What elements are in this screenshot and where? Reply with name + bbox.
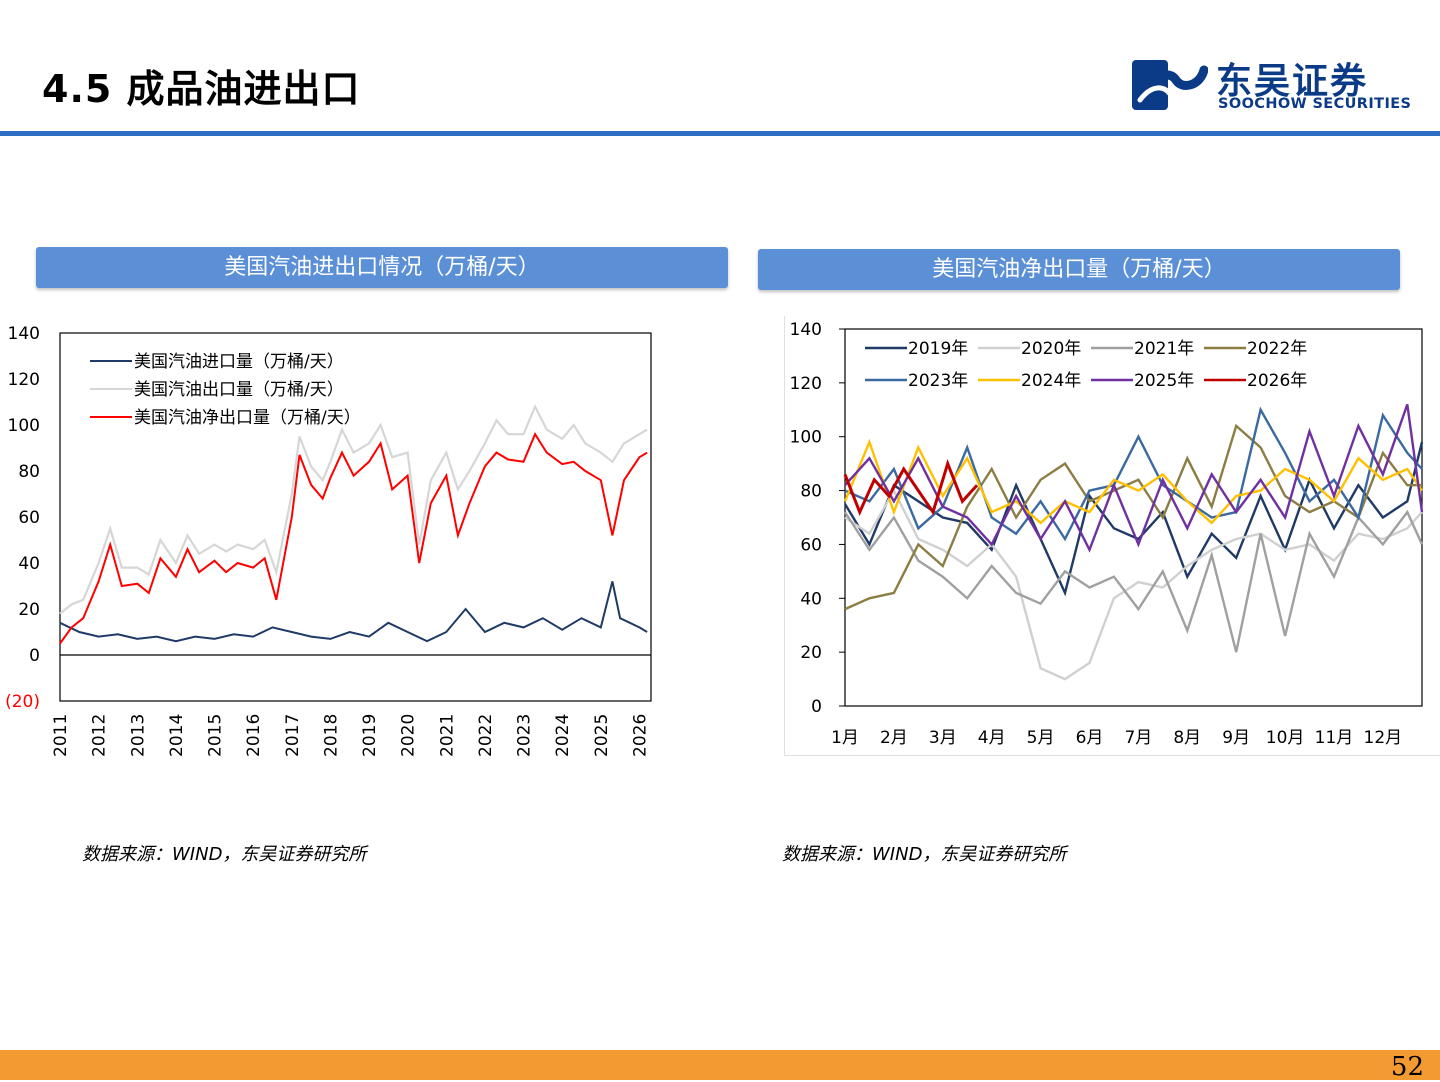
logo-name-cn: 东吴证券	[1216, 61, 1369, 102]
y-tick-label: 100	[790, 428, 822, 448]
series-line	[844, 488, 1423, 681]
y-tick-label: 120	[8, 370, 40, 390]
x-tick-label: 2024	[553, 714, 573, 757]
series-line	[844, 404, 1424, 553]
y-tick-label: 0	[29, 646, 40, 666]
x-tick-label: 2015	[206, 714, 226, 757]
x-tick-label: 2012	[90, 714, 110, 757]
page-title: 4.5 成品油进出口	[42, 67, 361, 111]
x-tick-label: 2018	[321, 714, 341, 757]
right-chart-heading: 美国汽油净出口量（万桶/天）	[758, 249, 1400, 290]
y-tick-label: 120	[790, 374, 822, 394]
footer-bar	[0, 1050, 1440, 1080]
x-tick-label: 5月	[1027, 728, 1055, 748]
x-tick-label: 2019	[360, 714, 380, 757]
x-tick-label: 2026	[630, 714, 650, 757]
y-tick-label: 140	[8, 324, 40, 344]
series-line	[843, 438, 1423, 525]
x-tick-label: 2021	[437, 714, 457, 757]
header-divider	[0, 131, 1440, 136]
soochow-logo-icon	[1132, 60, 1208, 110]
x-tick-label: 2023	[515, 714, 535, 757]
company-logo: 东吴证券 SOOCHOW SECURITIES	[1130, 52, 1412, 118]
x-tick-label: 4月	[978, 728, 1006, 748]
y-tick-label: 40	[18, 554, 40, 574]
x-tick-label: 9月	[1222, 728, 1250, 748]
y-tick-label: 20	[18, 600, 40, 620]
legend-label: 2022年	[1247, 339, 1307, 359]
x-tick-label: 10月	[1266, 728, 1305, 748]
series-line	[59, 403, 648, 615]
x-tick-label: 2025	[592, 714, 612, 757]
x-tick-label: 12月	[1364, 728, 1403, 748]
page-number: 52	[1390, 1052, 1424, 1082]
x-tick-label: 2014	[167, 714, 187, 757]
series-line	[843, 459, 979, 516]
y-tick-label: 80	[18, 462, 40, 482]
x-tick-label: 6月	[1076, 728, 1104, 748]
gasoline-trade-chart: (20) 0 20 40 60 80 100 120 140 2011 2012 2013 2014 20…	[0, 318, 668, 768]
net-export-seasonal-chart-svg: 0 20 40 60 80 100 120 140 1月 2月 3月 4月 5月 6月 7月 8月 9月 10月 1…	[790, 320, 1424, 748]
legend-label: 2025年	[1134, 371, 1194, 391]
right-chart-source: 数据来源：WIND，东吴证券研究所	[782, 844, 1067, 865]
x-tick-label: 2022	[476, 714, 496, 757]
logo-name-en: SOOCHOW SECURITIES	[1218, 96, 1412, 112]
x-tick-label: 3月	[929, 728, 957, 748]
y-tick-label: 100	[8, 416, 40, 436]
legend-label: 2023年	[908, 371, 968, 391]
legend-label: 2021年	[1134, 339, 1194, 359]
x-tick-label: 11月	[1315, 728, 1354, 748]
legend-label: 2020年	[1021, 339, 1081, 359]
left-chart-source: 数据来源：WIND，东吴证券研究所	[82, 844, 367, 865]
legend-label: 2019年	[908, 339, 968, 359]
y-tick-label: 60	[18, 508, 40, 528]
y-tick-label: 40	[800, 589, 822, 609]
x-tick-label: 2016	[244, 714, 264, 757]
net-export-seasonal-chart: 0 20 40 60 80 100 120 140 1月 2月 3月 4月 5月 6月 7月 8月 9月 10月 1…	[784, 316, 1440, 756]
plot-frame	[59, 332, 652, 702]
y-tick-label: (20)	[5, 692, 40, 712]
x-tick-label: 7月	[1124, 728, 1152, 748]
series-line	[843, 441, 1424, 597]
series-line	[843, 509, 1424, 653]
legend-label: 美国汽油净出口量（万桶/天）	[134, 408, 361, 428]
left-chart-heading: 美国汽油进出口情况（万桶/天）	[36, 247, 728, 288]
x-tick-label: 2011	[51, 714, 71, 757]
x-tick-label: 1月	[831, 728, 859, 748]
x-tick-label: 2020	[399, 714, 419, 757]
y-tick-label: 20	[800, 643, 822, 663]
y-tick-label: 80	[800, 482, 822, 502]
legend-label: 美国汽油出口量（万桶/天）	[134, 380, 344, 400]
legend-label: 美国汽油进口量（万桶/天）	[134, 352, 344, 372]
x-tick-label: 8月	[1173, 728, 1201, 748]
legend-label: 2026年	[1247, 371, 1307, 391]
x-tick-label: 2013	[128, 714, 148, 757]
legend-label: 2024年	[1021, 371, 1081, 391]
x-tick-label: 2月	[880, 728, 908, 748]
y-tick-label: 140	[790, 320, 822, 340]
y-tick-label: 0	[811, 697, 822, 717]
x-tick-label: 2017	[283, 714, 303, 757]
series-line	[59, 581, 648, 643]
y-tick-label: 60	[800, 535, 822, 555]
gasoline-trade-chart-svg: (20) 0 20 40 60 80 100 120 140 2011 2012 2013 2014 20…	[5, 324, 652, 757]
series-line	[59, 432, 648, 645]
